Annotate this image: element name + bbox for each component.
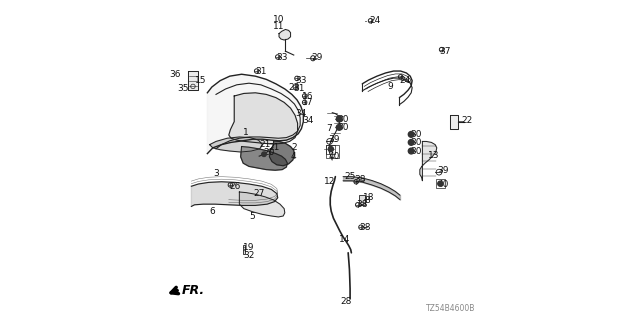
- Text: 33: 33: [276, 53, 287, 62]
- Text: 21: 21: [268, 143, 279, 152]
- Bar: [326, 145, 335, 154]
- Text: 14: 14: [339, 235, 351, 244]
- Text: 18: 18: [363, 193, 374, 202]
- Bar: [436, 179, 445, 188]
- Text: 4: 4: [291, 152, 296, 161]
- Text: 12: 12: [324, 177, 335, 186]
- Text: 38: 38: [356, 200, 367, 209]
- Text: 40: 40: [438, 180, 449, 188]
- Circle shape: [408, 132, 414, 137]
- Polygon shape: [279, 29, 291, 40]
- Text: 33: 33: [295, 76, 307, 85]
- Text: 7: 7: [326, 124, 332, 132]
- Text: 30: 30: [410, 138, 422, 147]
- Text: 17: 17: [302, 98, 314, 107]
- Circle shape: [262, 152, 266, 156]
- Text: 5: 5: [250, 212, 255, 221]
- Text: 30: 30: [410, 147, 422, 156]
- Bar: [360, 195, 365, 205]
- Text: 19: 19: [243, 243, 255, 252]
- Text: 40: 40: [329, 152, 340, 161]
- Text: 29: 29: [311, 53, 323, 62]
- Text: 28: 28: [340, 297, 352, 306]
- Text: 23: 23: [288, 83, 300, 92]
- Circle shape: [328, 147, 333, 152]
- Text: 34: 34: [302, 116, 314, 125]
- Polygon shape: [450, 115, 458, 129]
- Text: 6: 6: [209, 207, 214, 216]
- Circle shape: [337, 116, 342, 122]
- Circle shape: [408, 140, 414, 145]
- Text: 9: 9: [387, 82, 392, 91]
- Text: 16: 16: [302, 92, 314, 100]
- Text: 21: 21: [259, 140, 271, 148]
- Polygon shape: [188, 71, 198, 90]
- Text: 22: 22: [461, 116, 472, 125]
- Polygon shape: [210, 137, 262, 152]
- Polygon shape: [239, 192, 285, 217]
- Text: 30: 30: [337, 115, 349, 124]
- Text: 11: 11: [273, 22, 284, 31]
- Text: 37: 37: [440, 47, 451, 56]
- Text: 13: 13: [428, 151, 439, 160]
- Text: 35: 35: [177, 84, 189, 93]
- Text: 36: 36: [170, 70, 181, 79]
- Text: 24: 24: [369, 16, 381, 25]
- Polygon shape: [229, 93, 298, 144]
- Text: 31: 31: [294, 84, 305, 93]
- Circle shape: [408, 148, 414, 154]
- Text: FR.: FR.: [182, 284, 205, 297]
- Circle shape: [337, 124, 342, 130]
- Circle shape: [438, 181, 443, 186]
- Polygon shape: [420, 141, 437, 181]
- Text: 24: 24: [399, 76, 410, 84]
- Text: 25: 25: [345, 172, 356, 180]
- Text: TZ54B4600B: TZ54B4600B: [426, 304, 475, 313]
- Text: 30: 30: [410, 130, 422, 139]
- Text: 38: 38: [355, 175, 365, 184]
- Polygon shape: [207, 74, 303, 154]
- Text: 3: 3: [213, 169, 219, 178]
- Text: 39: 39: [329, 135, 340, 144]
- Text: 31: 31: [255, 67, 266, 76]
- Text: 8: 8: [365, 196, 370, 204]
- Text: 2: 2: [291, 143, 296, 152]
- Text: 1: 1: [243, 128, 248, 137]
- Text: 38: 38: [359, 223, 371, 232]
- Text: 39: 39: [438, 166, 449, 175]
- Text: 34: 34: [296, 109, 307, 118]
- Text: 15: 15: [195, 76, 207, 85]
- Text: 26: 26: [230, 182, 241, 191]
- Polygon shape: [191, 182, 278, 206]
- Text: 30: 30: [337, 123, 349, 132]
- Text: 27: 27: [253, 189, 265, 198]
- Text: 32: 32: [243, 251, 255, 260]
- Text: 20: 20: [264, 148, 275, 157]
- Text: 10: 10: [273, 15, 284, 24]
- Bar: [243, 245, 245, 254]
- Polygon shape: [269, 141, 294, 166]
- Bar: [326, 145, 339, 158]
- Polygon shape: [241, 147, 287, 170]
